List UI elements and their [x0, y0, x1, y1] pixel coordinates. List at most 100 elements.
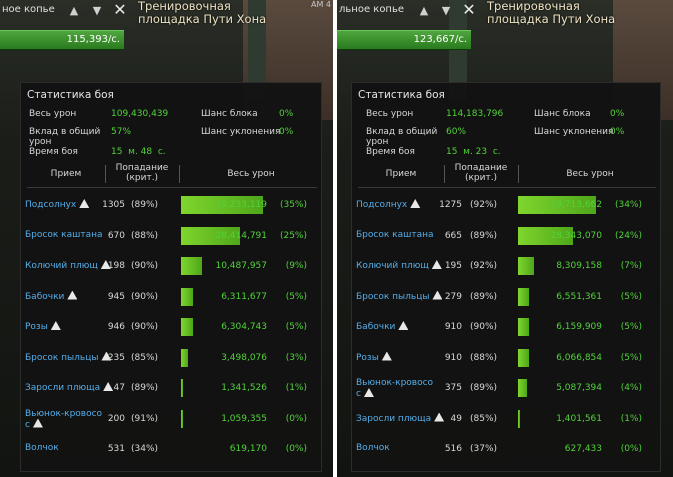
damage-share-bar — [518, 379, 527, 397]
arrow-down-icon[interactable]: ▼ — [92, 4, 102, 17]
health-bar: 123,667/с. — [337, 30, 471, 50]
zone-tag: АМ 4 — [310, 0, 331, 9]
damage-share-bar — [518, 348, 529, 367]
contribution-value: 57% — [111, 127, 132, 137]
skill-name-link[interactable]: Розы — [25, 321, 61, 332]
skill-row: Бросок пыльцы 235 (85%) 3,498,076 (3%) — [21, 344, 321, 378]
crit-rate: (89%) — [470, 230, 498, 241]
combat-stats-panel: Статистика боя Весь урон 114,183,796 Вкл… — [351, 82, 661, 472]
fight-time-label: Время боя — [366, 147, 415, 157]
arrow-down-icon[interactable]: ▼ — [441, 4, 451, 17]
damage-value: 627,433 — [564, 444, 602, 454]
contribution-label-2: урон — [366, 137, 389, 147]
skill-name-link[interactable]: Бросок каштана — [356, 230, 434, 240]
skill-name-link[interactable]: Бросок пыльцы — [25, 351, 112, 363]
damage-percent: (3%) — [285, 352, 307, 363]
column-header-total: Весь урон — [566, 169, 614, 179]
close-icon[interactable]: ✕ — [113, 0, 127, 19]
hit-count: 531 — [107, 444, 125, 454]
close-icon[interactable]: ✕ — [462, 0, 476, 19]
skill-name-line1: Розы — [25, 322, 48, 332]
skill-name-link[interactable]: Вьюнок-кровосо с — [356, 378, 433, 399]
warning-icon — [101, 351, 112, 361]
damage-value: 619,170 — [229, 444, 267, 454]
hit-count: 47 — [113, 383, 125, 393]
column-separator — [518, 165, 519, 183]
skill-name-line1: Бабочки — [25, 291, 65, 302]
damage-percent: (4%) — [620, 383, 642, 393]
combat-screenshot-right: льное копье ▲ ▼ ✕ Тренировочная площадка… — [337, 0, 673, 477]
total-damage-value: 114,183,796 — [446, 109, 504, 119]
warning-icon — [381, 351, 392, 361]
skill-name-link[interactable]: Колючий плющ — [356, 260, 442, 271]
zone-name: Тренировочная площадка Пути Хона — [138, 0, 266, 26]
skill-name-line2: с — [356, 389, 361, 399]
block-chance-value: 0% — [610, 109, 625, 119]
damage-percent: (0%) — [285, 413, 307, 424]
dodge-chance-value: 0% — [279, 127, 294, 137]
total-damage-label: Весь урон — [29, 109, 77, 119]
warning-icon — [79, 199, 90, 208]
crit-rate: (91%) — [131, 413, 159, 424]
skill-name-link[interactable]: Волчок — [25, 443, 59, 453]
warning-icon — [67, 290, 78, 300]
hit-count: 49 — [450, 413, 462, 424]
skill-name-link[interactable]: Бросок пыльцы — [356, 290, 443, 302]
damage-share-bar — [181, 257, 202, 275]
crit-rate: (92%) — [470, 200, 498, 210]
damage-value: 6,304,743 — [221, 322, 267, 332]
damage-value: 1,401,561 — [556, 413, 602, 424]
pillar — [248, 0, 266, 100]
zone-name-line2: площадка Пути Хона — [138, 12, 267, 26]
skill-name-link[interactable]: Бабочки — [25, 290, 78, 302]
damage-percent: (0%) — [285, 444, 307, 454]
skill-name-link[interactable]: Колючий плющ — [25, 260, 111, 271]
skill-name-link[interactable]: Бабочки — [356, 321, 409, 332]
crit-rate: (89%) — [470, 291, 498, 302]
crit-rate: (85%) — [131, 352, 159, 363]
skill-name-line1: Колючий плющ — [25, 261, 98, 271]
hit-count: 198 — [107, 261, 125, 271]
skill-row: Колючий плющ 195 (92%) 8,309,158 (7%) — [352, 252, 660, 286]
fight-time-value: 15 м. 48 с. — [111, 147, 166, 157]
damage-value: 6,159,909 — [556, 322, 602, 332]
crit-rate: (90%) — [131, 291, 159, 302]
target-frame: льное копье ▲ ▼ ✕ Тренировочная площадка… — [337, 0, 673, 26]
skill-row: Розы 946 (90%) 6,304,743 (5%) — [21, 313, 321, 347]
damage-value: 6,551,361 — [556, 291, 602, 302]
skill-name-link[interactable]: Волчок — [356, 443, 390, 453]
column-header-hits-line2: (крит.) — [464, 173, 498, 183]
column-header-hits: Попадание (крит.) — [107, 163, 177, 183]
column-header-total: Весь урон — [227, 169, 275, 179]
skill-name-link[interactable]: Бросок каштана — [25, 230, 103, 240]
block-chance-value: 0% — [279, 109, 294, 119]
crit-rate: (90%) — [470, 322, 498, 332]
arrow-up-icon[interactable]: ▲ — [419, 4, 429, 17]
skill-row: Подсолнух 1305 (89%) 39,233,119 (35%) — [21, 191, 321, 225]
skill-name-line1: Бросок каштана — [25, 229, 103, 240]
arrow-up-icon[interactable]: ▲ — [69, 4, 79, 17]
damage-share-bar — [181, 348, 188, 367]
skill-name-link[interactable]: Подсолнух — [356, 199, 421, 210]
dodge-chance-label: Шанс уклонения — [534, 127, 614, 137]
skill-name-link[interactable]: Подсолнух — [25, 199, 90, 210]
column-separator — [105, 165, 106, 183]
damage-percent: (5%) — [620, 322, 642, 332]
skill-name-link[interactable]: Розы — [356, 351, 392, 363]
damage-value: 28,414,791 — [215, 230, 267, 241]
skill-name-link[interactable]: Заросли плюща — [25, 382, 114, 393]
skill-name-line1: Бросок пыльцы — [356, 291, 430, 302]
skill-name-link[interactable]: Заросли плюща — [356, 412, 445, 424]
skill-name-line1: Вьюнок-кровосо — [25, 408, 103, 419]
damage-value: 10,487,957 — [215, 261, 267, 271]
skill-name-link[interactable]: Вьюнок-кровосо с — [25, 409, 102, 430]
damage-share-bar — [518, 196, 596, 214]
contribution-value: 60% — [446, 127, 467, 137]
skill-row: Бросок пыльцы 279 (89%) 6,551,361 (5%) — [352, 283, 660, 317]
damage-percent: (5%) — [620, 291, 642, 302]
column-header-hits-line2: (крит.) — [125, 173, 159, 183]
damage-share-bar — [181, 196, 263, 214]
zone-name: Тренировочная площадка Пути Хона — [487, 0, 615, 26]
crit-rate: (85%) — [470, 413, 498, 424]
hit-count: 375 — [444, 383, 462, 393]
